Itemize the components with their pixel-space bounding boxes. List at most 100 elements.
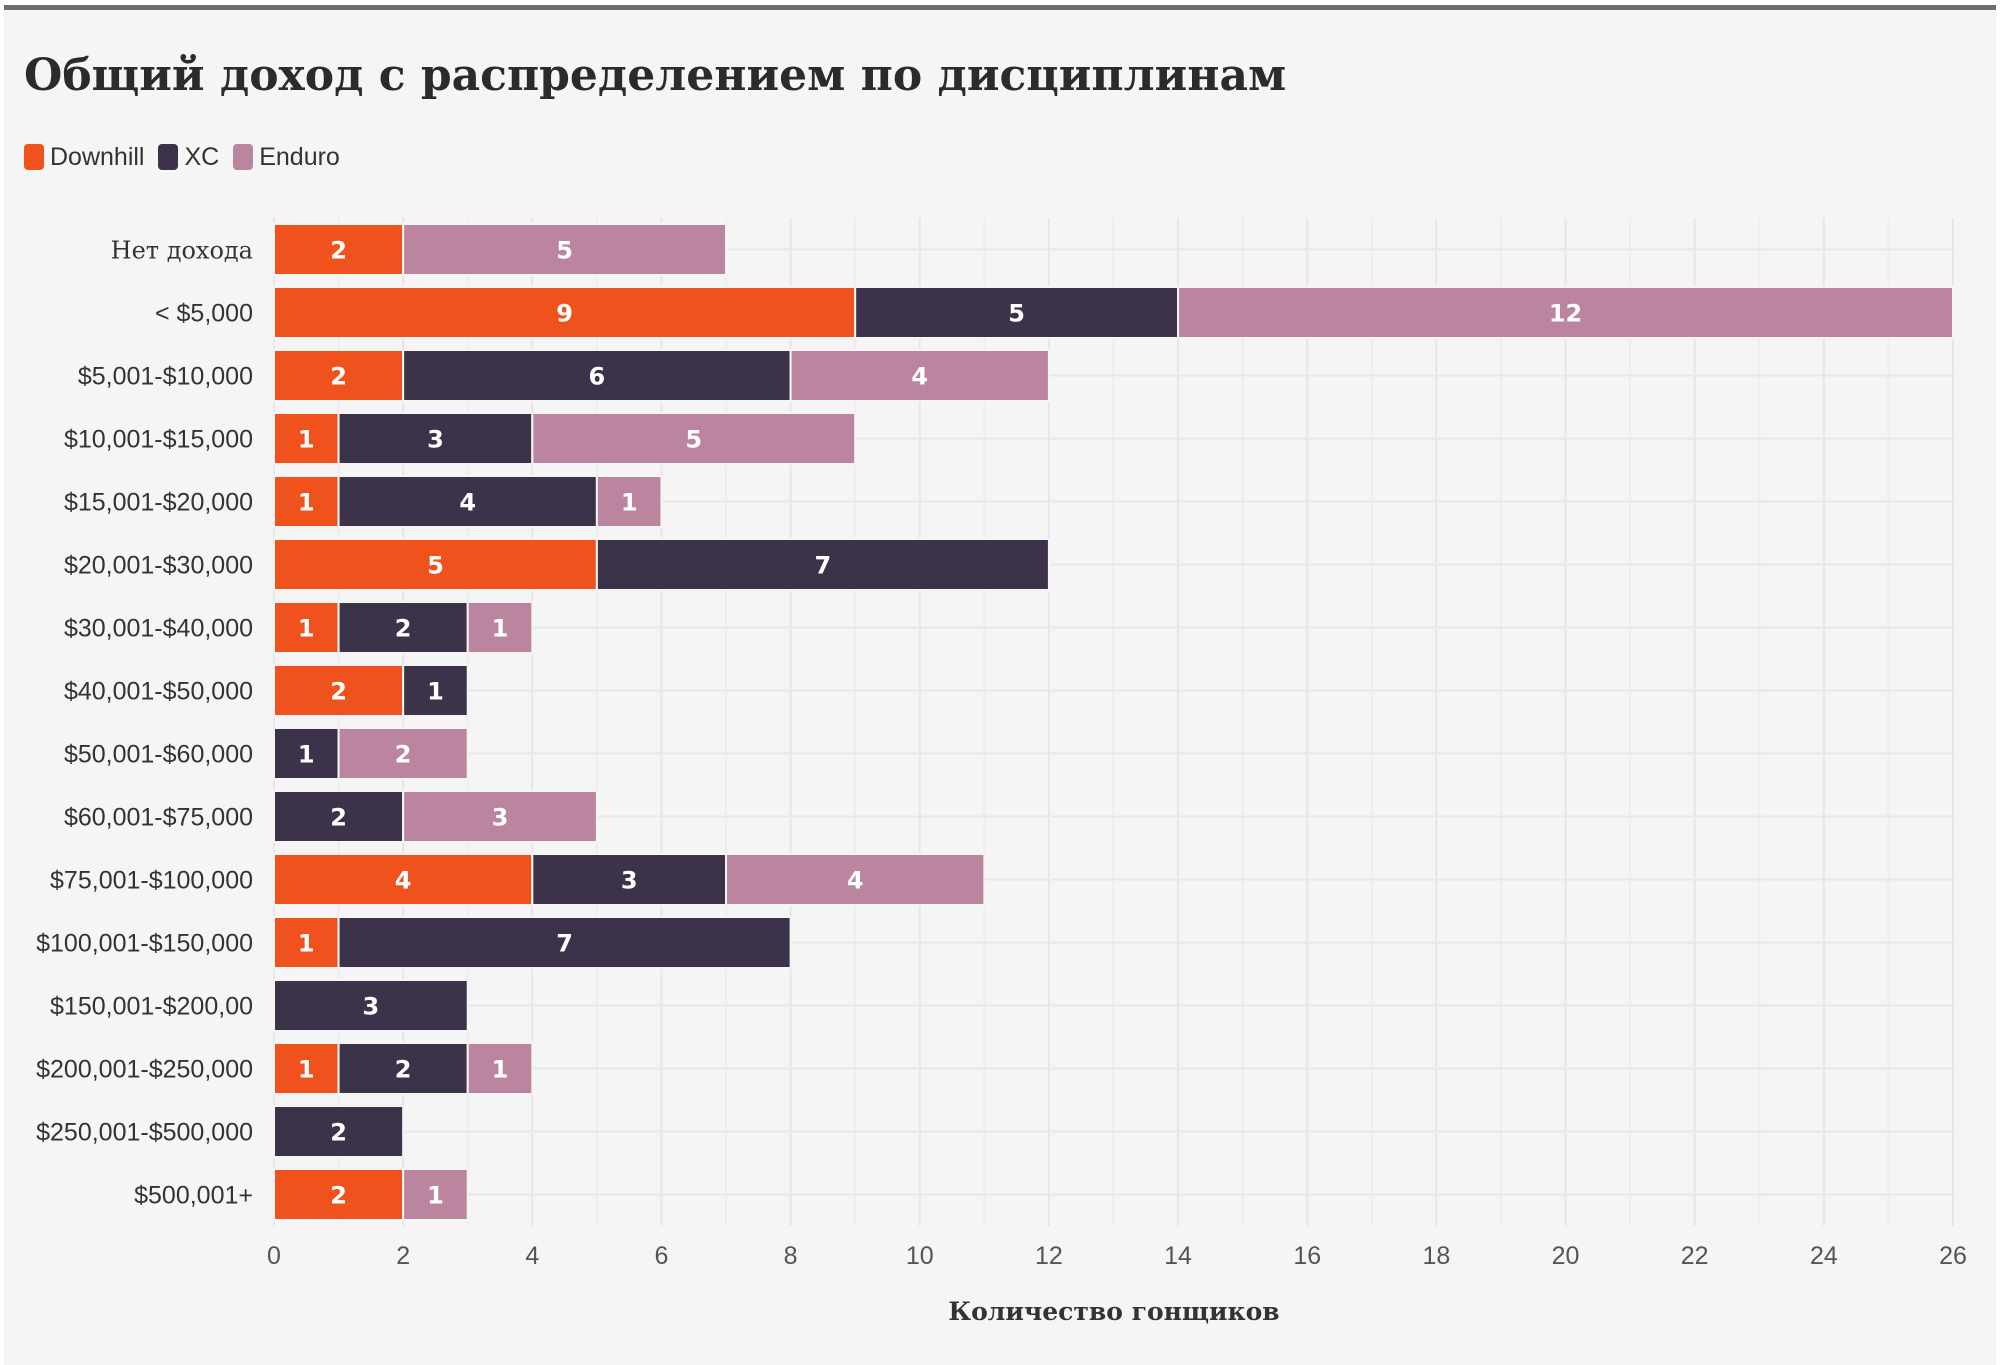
bar-segment-xc[interactable] (273, 979, 469, 1032)
x-tick-label: 18 (1422, 1242, 1450, 1270)
bar-value-label: 5 (427, 552, 444, 580)
x-tick-label: 14 (1164, 1242, 1192, 1270)
bar-segment-enduro[interactable] (1177, 286, 1954, 339)
y-axis-label: $200,001-$250,000 (36, 1056, 253, 1084)
x-tick-label: 12 (1035, 1242, 1063, 1270)
bar-segment-enduro[interactable] (595, 475, 663, 528)
bar-value-label: 2 (330, 678, 347, 706)
bar-segment-xc[interactable] (854, 286, 1180, 339)
bars: 2 59 5 122 6 41 3 51 4 15 71 2 12 11 22 34 3 41 731 2 122 1 (273, 223, 1954, 1221)
y-axis-label: $150,001-$200,00 (50, 993, 253, 1021)
legend-swatch-xc (158, 144, 179, 170)
y-axis-labels: Нет дохода < $5,000 $5,001-$10,000 $10,001-… (36, 237, 253, 1210)
bar-value-label: 2 (330, 804, 347, 832)
bar-value-label: 1 (298, 930, 315, 958)
bar-segment-xc[interactable] (337, 1042, 469, 1095)
chart-legend: Downhill XC Enduro (24, 140, 354, 174)
y-axis-label: $10,001-$15,000 (64, 426, 253, 454)
x-tick-label: 8 (784, 1242, 798, 1270)
bar-value-label: 4 (459, 489, 476, 517)
x-tick-label: 24 (1810, 1242, 1838, 1270)
bar-value-label: 4 (911, 363, 928, 391)
legend-label-enduro: Enduro (259, 142, 340, 171)
bar-segment-downhill[interactable] (273, 916, 340, 969)
bar-value-label: 4 (395, 867, 412, 895)
x-tick-label: 2 (396, 1242, 410, 1270)
bar-segment-xc[interactable] (402, 664, 469, 717)
bar-value-label: 2 (330, 363, 347, 391)
bar-value-label: 2 (395, 1056, 412, 1084)
bar-segment-enduro[interactable] (531, 412, 857, 465)
bar-value-label: 2 (330, 237, 347, 265)
legend-swatch-downhill (24, 144, 44, 170)
legend-swatch-enduro (233, 144, 254, 170)
bar-segment-xc[interactable] (337, 412, 534, 465)
legend-item-enduro[interactable]: Enduro (233, 143, 340, 172)
bar-segment-enduro[interactable] (337, 727, 469, 780)
legend-item-downhill[interactable]: Downhill (24, 143, 144, 172)
bar-value-label: 7 (815, 552, 832, 580)
bar-value-label: 2 (330, 1182, 347, 1210)
bar-value-label: 1 (427, 1182, 444, 1210)
x-tick-label: 4 (525, 1242, 539, 1270)
bar-value-label: 3 (492, 804, 509, 832)
bar-value-label: 5 (556, 237, 573, 265)
bar-value-label: 2 (395, 615, 412, 643)
bar-value-label: 1 (298, 1056, 315, 1084)
x-tick-label: 6 (655, 1242, 669, 1270)
y-axis-label: $50,001-$60,000 (64, 741, 253, 769)
bar-segment-xc[interactable] (273, 790, 405, 843)
y-axis-label: $100,001-$150,000 (36, 930, 253, 958)
bar-segment-xc[interactable] (531, 853, 728, 906)
bar-segment-xc[interactable] (337, 601, 469, 654)
bar-segment-downhill[interactable] (273, 538, 598, 591)
bar-segment-downhill[interactable] (273, 1168, 405, 1221)
y-axis-label: $30,001-$40,000 (64, 615, 253, 643)
bar-segment-downhill[interactable] (273, 1042, 340, 1095)
bar-segment-downhill[interactable] (273, 223, 405, 276)
bar-value-label: 1 (492, 1056, 509, 1084)
bar-value-label: 12 (1549, 300, 1582, 328)
y-axis-label: $20,001-$30,000 (64, 552, 253, 580)
bar-value-label: 1 (621, 489, 638, 517)
bar-value-label: 1 (427, 678, 444, 706)
x-axis-ticks: 0 2 4 6 8 10 12 14 16 18 20 22 24 26 (267, 1242, 1967, 1270)
bar-segment-xc[interactable] (273, 1105, 405, 1158)
bar-segment-xc[interactable] (337, 475, 598, 528)
x-tick-label: 16 (1293, 1242, 1321, 1270)
bar-segment-enduro[interactable] (402, 223, 728, 276)
bar-segment-enduro[interactable] (402, 790, 598, 843)
bar-value-label: 1 (298, 615, 315, 643)
y-axis-label: $75,001-$100,000 (50, 867, 253, 895)
bar-segment-downhill[interactable] (273, 853, 534, 906)
bar-segment-xc[interactable] (273, 727, 340, 780)
y-axis-label: $15,001-$20,000 (64, 489, 253, 517)
bar-segment-downhill[interactable] (273, 601, 340, 654)
bar-segment-enduro[interactable] (789, 349, 1050, 402)
bar-value-label: 5 (685, 426, 702, 454)
x-tick-label: 20 (1552, 1242, 1580, 1270)
y-axis-label: $5,001-$10,000 (78, 363, 253, 391)
bar-segment-downhill[interactable] (273, 412, 340, 465)
bar-segment-enduro[interactable] (466, 1042, 534, 1095)
x-tick-label: 22 (1681, 1242, 1709, 1270)
legend-label-xc: XC (184, 142, 220, 171)
legend-item-xc[interactable]: XC (158, 143, 219, 172)
x-tick-label: 0 (267, 1242, 281, 1270)
bar-segment-xc[interactable] (337, 916, 792, 969)
bar-value-label: 2 (330, 1119, 347, 1147)
y-axis-label: $60,001-$75,000 (64, 804, 253, 832)
y-axis-label: < $5,000 (155, 300, 253, 328)
bar-value-label: 9 (556, 300, 573, 328)
bar-segment-downhill[interactable] (273, 286, 857, 339)
bar-segment-enduro[interactable] (725, 853, 986, 906)
bar-segment-enduro[interactable] (402, 1168, 469, 1221)
bar-segment-enduro[interactable] (466, 601, 534, 654)
bar-value-label: 1 (298, 741, 315, 769)
bar-segment-xc[interactable] (402, 349, 792, 402)
bar-value-label: 1 (298, 426, 315, 454)
bar-segment-downhill[interactable] (273, 475, 340, 528)
bar-segment-xc[interactable] (595, 538, 1050, 591)
x-tick-label: 26 (1939, 1242, 1967, 1270)
